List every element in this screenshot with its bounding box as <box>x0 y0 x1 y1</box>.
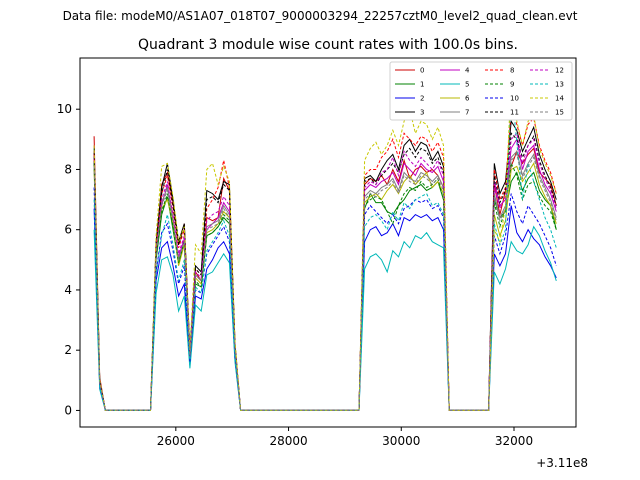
legend-label-2: 2 <box>420 95 424 103</box>
legend-label-10: 10 <box>510 95 519 103</box>
data-file-label: Data file: modeM0/AS1A07_018T07_90000032… <box>63 9 578 23</box>
x-tick-label: 32000 <box>495 434 533 448</box>
y-tick-label: 4 <box>64 283 72 297</box>
chart-title: Quadrant 3 module wise count rates with … <box>138 37 518 53</box>
legend-label-14: 14 <box>555 95 564 103</box>
legend-label-9: 9 <box>510 81 514 89</box>
series-line-13 <box>93 85 557 411</box>
legend-label-1: 1 <box>420 81 424 89</box>
x-tick-label: 28000 <box>269 434 307 448</box>
legend-label-8: 8 <box>510 67 514 75</box>
y-tick-label: 8 <box>64 162 72 176</box>
plot-frame <box>79 57 577 428</box>
legend-label-13: 13 <box>555 81 564 89</box>
series-line-8 <box>93 109 557 411</box>
y-tick-label: 2 <box>64 343 72 357</box>
series-line-0 <box>93 136 557 411</box>
legend-label-15: 15 <box>555 109 564 117</box>
series-line-5 <box>93 225 557 411</box>
series-line-2 <box>93 205 557 411</box>
legend-label-12: 12 <box>555 67 564 75</box>
series-line-7 <box>93 150 557 411</box>
axis-ticks: 26000 28000 30000 32000 0 2 4 6 8 10 <box>57 102 533 448</box>
series-line-15 <box>93 153 557 411</box>
legend-label-7: 7 <box>465 109 469 117</box>
x-tick-label: 26000 <box>157 434 195 448</box>
series-line-3 <box>93 119 557 411</box>
legend-box <box>389 61 573 121</box>
y-tick-label: 10 <box>57 102 72 116</box>
series-line-14 <box>93 79 557 411</box>
legend-label-6: 6 <box>465 95 470 103</box>
legend-label-11: 11 <box>510 109 519 117</box>
y-tick-label: 6 <box>64 223 72 237</box>
series-lines <box>93 79 557 411</box>
y-tick-label: 0 <box>64 403 72 417</box>
legend-label-0: 0 <box>420 67 424 75</box>
series-line-10 <box>93 187 557 411</box>
x-tick-label: 30000 <box>382 434 420 448</box>
series-line-12 <box>93 132 557 411</box>
legend-label-5: 5 <box>465 81 469 89</box>
legend-label-4: 4 <box>465 67 470 75</box>
legend-label-3: 3 <box>420 109 424 117</box>
series-line-11 <box>93 132 557 411</box>
x-offset-label: +3.11e8 <box>536 456 588 470</box>
